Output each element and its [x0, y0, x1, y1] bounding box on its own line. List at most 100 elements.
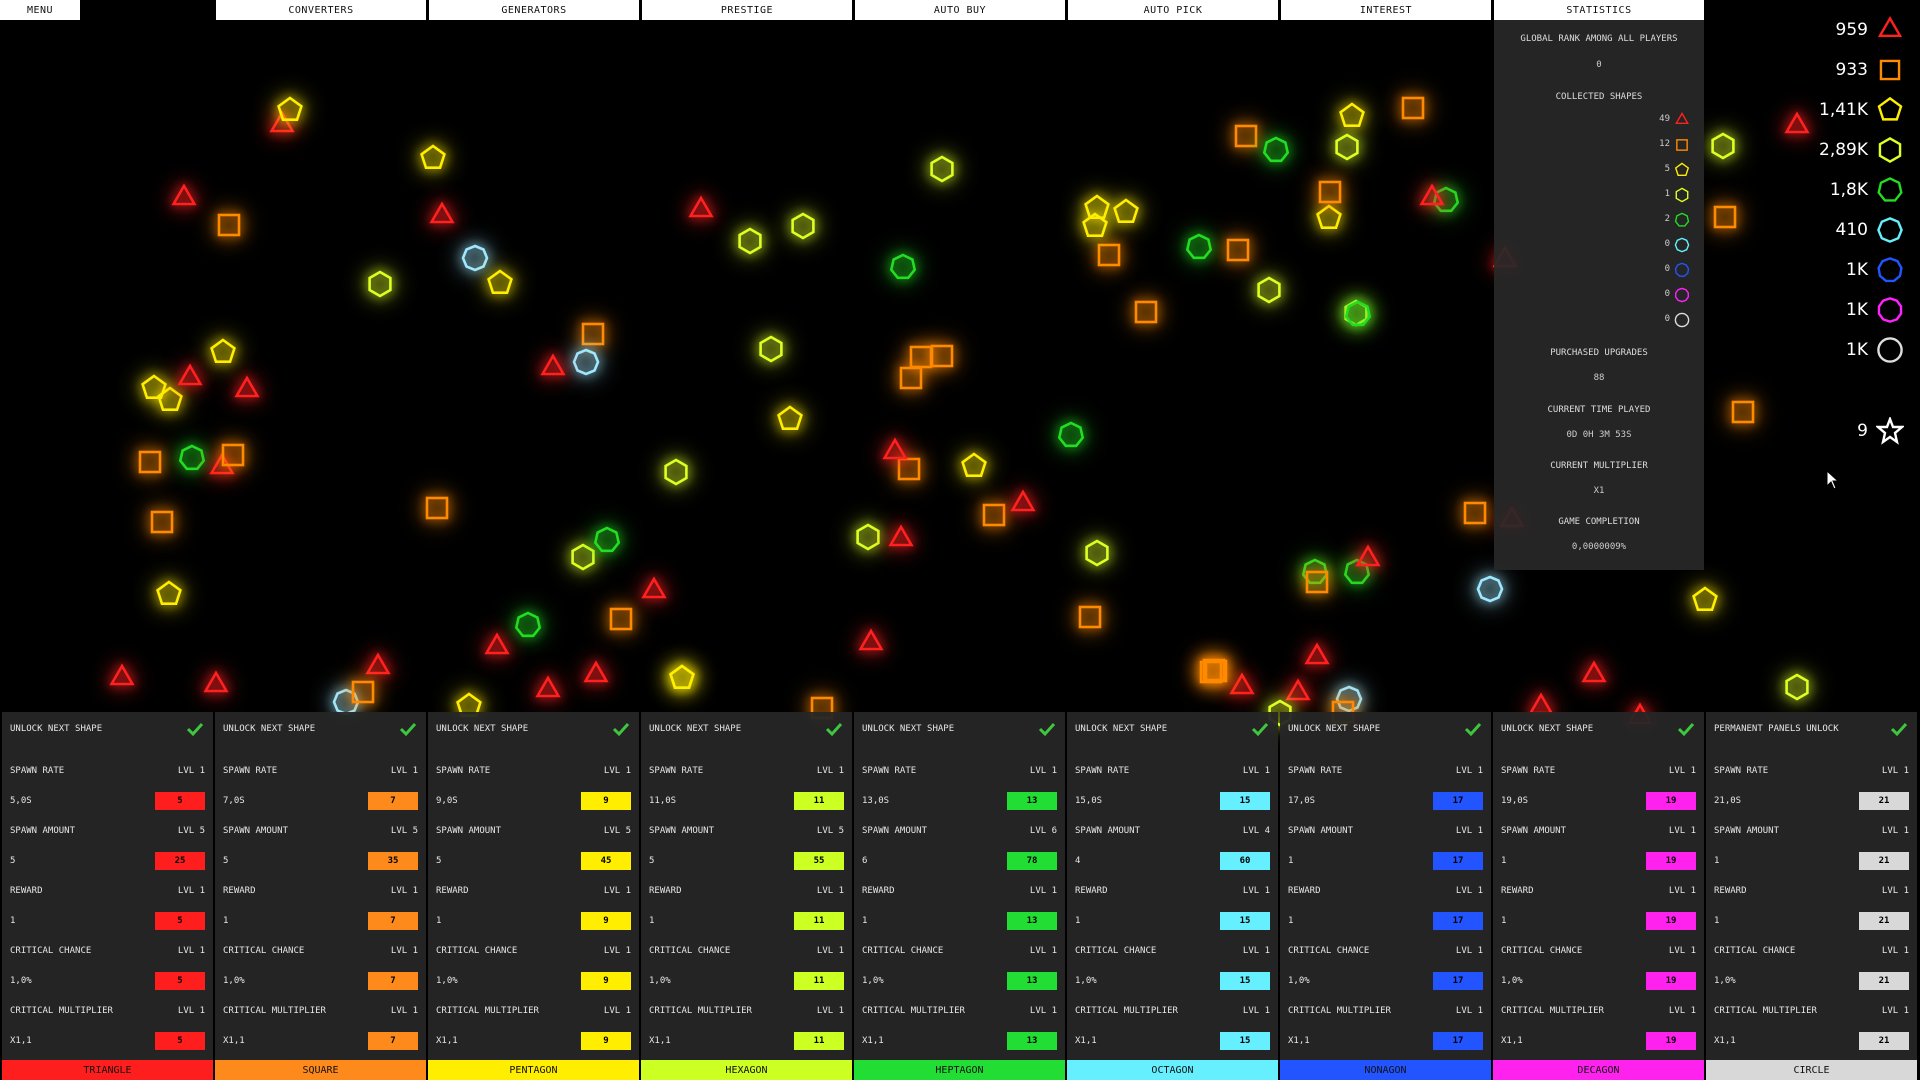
buy-crit-mult-button[interactable]: 15	[1220, 1032, 1270, 1050]
field-triangle-shape[interactable]	[234, 375, 260, 398]
field-square-shape[interactable]	[150, 510, 174, 534]
field-triangle-shape[interactable]	[583, 660, 609, 683]
field-pentagon-shape[interactable]	[1082, 212, 1108, 238]
buy-spawn-amount-button[interactable]: 17	[1433, 852, 1483, 870]
buy-crit-mult-button[interactable]: 13	[1007, 1032, 1057, 1050]
field-triangle-shape[interactable]	[1010, 489, 1036, 512]
field-square-shape[interactable]	[217, 213, 241, 237]
buy-crit-chance-button[interactable]: 21	[1859, 972, 1909, 990]
field-hexagon-shape[interactable]	[738, 227, 762, 255]
buy-spawn-rate-button[interactable]: 13	[1007, 792, 1057, 810]
field-triangle-shape[interactable]	[1581, 660, 1607, 683]
buy-spawn-rate-button[interactable]: 9	[581, 792, 631, 810]
field-octagon-shape[interactable]	[1476, 575, 1504, 603]
field-square-shape[interactable]	[897, 457, 921, 481]
field-triangle-shape[interactable]	[1784, 111, 1810, 134]
field-triangle-shape[interactable]	[171, 183, 197, 206]
field-triangle-shape[interactable]	[365, 652, 391, 675]
field-hexagon-shape[interactable]	[759, 335, 783, 363]
field-square-shape[interactable]	[425, 496, 449, 520]
field-triangle-shape[interactable]	[1229, 672, 1255, 695]
buy-spawn-rate-button[interactable]: 15	[1220, 792, 1270, 810]
buy-reward-button[interactable]: 7	[368, 912, 418, 930]
tab-prestige[interactable]: PRESTIGE	[642, 0, 852, 20]
field-square-shape[interactable]	[138, 450, 162, 474]
field-square-shape[interactable]	[1199, 660, 1223, 684]
field-pentagon-shape[interactable]	[777, 405, 803, 431]
field-triangle-shape[interactable]	[1285, 678, 1311, 701]
buy-spawn-amount-button[interactable]: 45	[581, 852, 631, 870]
field-heptagon-shape[interactable]	[1057, 421, 1085, 448]
panel-title-bar[interactable]: NONAGON	[1280, 1060, 1491, 1080]
field-square-shape[interactable]	[1713, 205, 1737, 229]
buy-reward-button[interactable]: 5	[155, 912, 205, 930]
field-triangle-shape[interactable]	[540, 353, 566, 376]
field-hexagon-shape[interactable]	[1785, 673, 1809, 701]
field-pentagon-shape[interactable]	[487, 269, 513, 295]
field-hexagon-shape[interactable]	[664, 458, 688, 486]
field-hexagon-shape[interactable]	[368, 270, 392, 298]
panel-title-bar[interactable]: SQUARE	[215, 1060, 426, 1080]
buy-reward-button[interactable]: 21	[1859, 912, 1909, 930]
field-pentagon-shape[interactable]	[210, 338, 236, 364]
field-triangle-shape[interactable]	[1528, 692, 1554, 715]
panel-title-bar[interactable]: HEPTAGON	[854, 1060, 1065, 1080]
buy-spawn-rate-button[interactable]: 11	[794, 792, 844, 810]
buy-crit-chance-button[interactable]: 9	[581, 972, 631, 990]
field-pentagon-shape[interactable]	[1316, 204, 1342, 230]
buy-spawn-rate-button[interactable]: 7	[368, 792, 418, 810]
field-heptagon-shape[interactable]	[1432, 186, 1460, 213]
field-triangle-shape[interactable]	[429, 201, 455, 224]
buy-spawn-rate-button[interactable]: 5	[155, 792, 205, 810]
checkmark-icon[interactable]	[611, 720, 631, 738]
field-square-shape[interactable]	[1226, 238, 1250, 262]
buy-crit-chance-button[interactable]: 17	[1433, 972, 1483, 990]
buy-crit-chance-button[interactable]: 7	[368, 972, 418, 990]
field-pentagon-shape[interactable]	[1692, 586, 1718, 612]
field-hexagon-shape[interactable]	[1085, 539, 1109, 567]
field-hexagon-shape[interactable]	[1335, 133, 1359, 161]
field-heptagon-shape[interactable]	[1343, 558, 1371, 585]
field-square-shape[interactable]	[581, 322, 605, 346]
tab-converters[interactable]: CONVERTERS	[216, 0, 426, 20]
field-triangle-shape[interactable]	[888, 524, 914, 547]
buy-reward-button[interactable]: 15	[1220, 912, 1270, 930]
field-triangle-shape[interactable]	[641, 576, 667, 599]
field-triangle-shape[interactable]	[1419, 183, 1445, 206]
buy-crit-mult-button[interactable]: 7	[368, 1032, 418, 1050]
buy-spawn-amount-button[interactable]: 21	[1859, 852, 1909, 870]
buy-spawn-amount-button[interactable]: 25	[155, 852, 205, 870]
checkmark-icon[interactable]	[185, 720, 205, 738]
buy-crit-mult-button[interactable]: 17	[1433, 1032, 1483, 1050]
field-pentagon-shape[interactable]	[1113, 198, 1139, 224]
buy-crit-mult-button[interactable]: 5	[155, 1032, 205, 1050]
panel-title-bar[interactable]: HEXAGON	[641, 1060, 852, 1080]
menu-button[interactable]: MENU	[0, 0, 80, 20]
tab-interest[interactable]: INTEREST	[1281, 0, 1491, 20]
field-triangle-shape[interactable]	[484, 632, 510, 655]
field-pentagon-shape[interactable]	[669, 664, 695, 690]
buy-reward-button[interactable]: 19	[1646, 912, 1696, 930]
field-octagon-shape[interactable]	[461, 244, 489, 272]
panel-title-bar[interactable]: TRIANGLE	[2, 1060, 213, 1080]
buy-crit-mult-button[interactable]: 9	[581, 1032, 631, 1050]
buy-spawn-rate-button[interactable]: 21	[1859, 792, 1909, 810]
field-square-shape[interactable]	[982, 503, 1006, 527]
field-square-shape[interactable]	[1318, 180, 1342, 204]
checkmark-icon[interactable]	[824, 720, 844, 738]
field-pentagon-shape[interactable]	[141, 374, 167, 400]
panel-title-bar[interactable]: CIRCLE	[1706, 1060, 1917, 1080]
field-square-shape[interactable]	[1097, 243, 1121, 267]
field-hexagon-shape[interactable]	[1711, 132, 1735, 160]
field-heptagon-shape[interactable]	[889, 253, 917, 280]
field-square-shape[interactable]	[899, 366, 923, 390]
field-pentagon-shape[interactable]	[1084, 194, 1110, 220]
buy-reward-button[interactable]: 11	[794, 912, 844, 930]
field-triangle-shape[interactable]	[688, 195, 714, 218]
buy-spawn-amount-button[interactable]: 55	[794, 852, 844, 870]
field-octagon-shape[interactable]	[1335, 685, 1363, 713]
buy-crit-chance-button[interactable]: 5	[155, 972, 205, 990]
field-pentagon-shape[interactable]	[420, 144, 446, 170]
field-heptagon-shape[interactable]	[514, 611, 542, 638]
field-triangle-shape[interactable]	[109, 663, 135, 686]
